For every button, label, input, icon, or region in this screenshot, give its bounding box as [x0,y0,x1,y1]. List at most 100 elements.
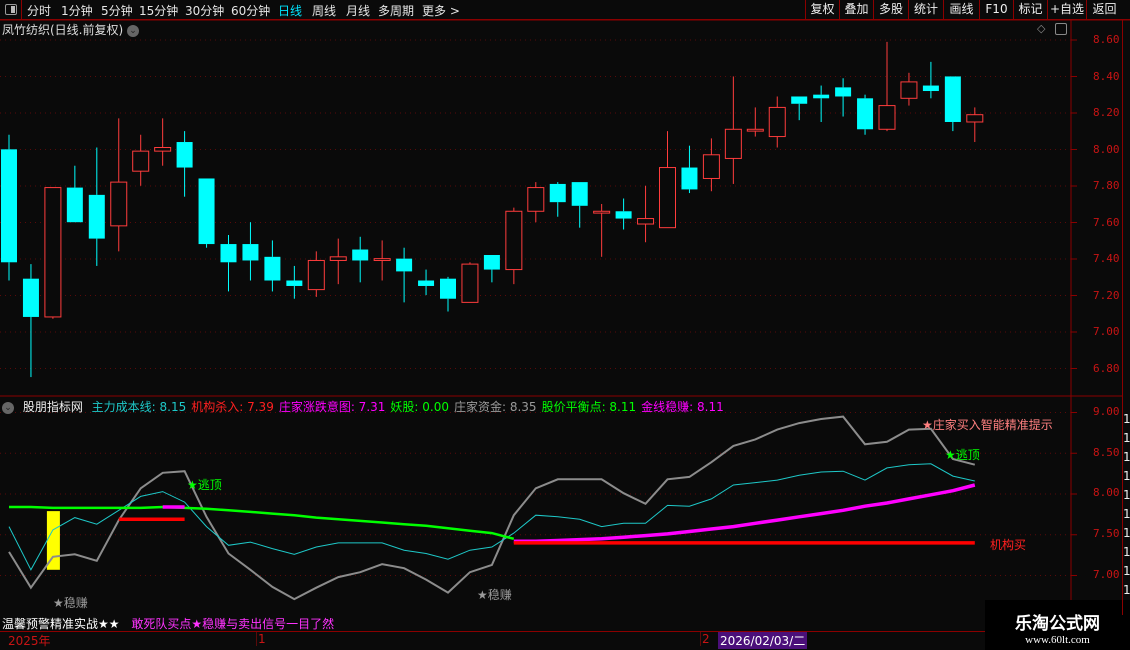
period-tab[interactable]: 周线 [312,4,337,18]
period-tab[interactable]: 60分钟 [231,4,271,18]
indicator-line [513,483,976,544]
toolbar-button[interactable]: +自选 [1047,0,1086,19]
period-tab[interactable]: 更多 > [422,4,460,18]
period-tab[interactable]: 日线 [278,4,303,18]
stock-title: 凤竹纺织(日线.前复权) [2,23,124,37]
candle-body [900,81,918,99]
candle-body [110,181,128,227]
toolbar-button[interactable]: F10 [979,0,1013,19]
indicator-line [8,463,975,571]
signal-taoding: ★逃顶 [187,478,222,492]
candle-body [659,167,676,229]
chevron-down-icon[interactable]: ⌄ [2,401,14,414]
candle-body [768,106,786,138]
price-tick-label: 7.40 [1093,252,1120,265]
candle-body [440,278,456,299]
chevron-down-icon[interactable]: ⌄ [127,24,140,37]
period-tab[interactable]: 1分钟 [61,4,93,18]
strip-char: 1 [1123,488,1130,502]
candle-body [505,210,523,271]
candle-body [878,105,896,130]
period-tab[interactable]: 30分钟 [185,4,225,18]
candle-body [264,256,281,281]
candle-body [198,178,215,245]
strip-char: 1 [1123,412,1130,426]
candle-body [835,87,852,97]
time-axis: 2025年 1 2 2026/02/03/二 [0,631,985,649]
note-1: 温馨预警精准实战★★ [2,617,120,631]
candle-body [66,187,83,223]
candle-body [418,280,435,286]
indicator-name: 股朋指标网 [22,400,83,414]
chart-title: 凤竹纺织(日线.前复权) ⌄ [2,21,140,38]
price-tick-label: 7.20 [1093,288,1120,302]
price-tick-label: 7.00 [1093,325,1120,338]
candle-body [22,278,39,317]
period-tab[interactable]: 分时 [27,4,52,18]
period-tab[interactable]: 多周期 [378,4,415,18]
candle-body [242,244,259,261]
candle-body [352,249,369,261]
strip-char: 1 [1123,564,1130,578]
toolbar-button[interactable]: 复权 [805,0,839,19]
candle-body [813,94,830,99]
indicator-value: 机构杀入: 7.39 [191,400,274,414]
candle-body [922,85,939,92]
period-tab[interactable]: 5分钟 [101,4,133,18]
candle-body [527,187,545,212]
watermark-logo: 乐淘公式网 www.60lt.com [985,600,1130,650]
toolbar-button[interactable]: 叠加 [839,0,873,19]
indicator-tick-label: 8.00 [1093,486,1120,500]
candle-body [571,182,588,206]
candle-body [88,194,105,239]
candle-body [857,98,874,130]
month-label: 2 [700,632,710,646]
indicator-tick-label: 8.50 [1093,445,1120,459]
candle-body [724,128,742,159]
signal-zhuangjia-buy: ★庄家买入智能精准提示 [922,418,1053,432]
toolbar-button[interactable]: 标记 [1013,0,1047,19]
yellow-signal-bar [46,511,60,570]
candle-body [549,183,566,203]
strip-char: 1 [1123,431,1130,445]
year-label: 2025年 [8,634,51,648]
panel-icon [5,4,17,15]
price-tick-label: 8.20 [1093,106,1120,119]
layout-toggle-button[interactable] [0,0,22,19]
candle-body [154,146,172,152]
candle-body [373,258,391,261]
side-info-strip: 1 1 1 1 1 1 1 1 1 1 [1122,20,1130,615]
candle-body [702,154,720,179]
candle-body [329,256,347,261]
strip-char: 1 [1123,469,1130,483]
indicator-line [8,415,976,601]
period-tab[interactable]: 月线 [346,4,371,18]
candle-body [681,167,698,190]
candle-body [220,244,237,263]
strip-char: 1 [1123,450,1130,464]
toolbar-button[interactable]: 返回 [1086,0,1122,19]
candle-body [396,258,413,272]
period-tab[interactable]: 15分钟 [139,4,179,18]
candle-body [615,211,632,219]
candle-body [307,259,325,291]
panel-icon[interactable] [1055,23,1067,35]
price-tick-label: 6.80 [1093,361,1120,375]
toolbar-button[interactable]: 统计 [908,0,943,19]
toolbar-button[interactable]: 画线 [943,0,979,19]
indicator-value: 金线稳赚: 8.11 [641,400,724,414]
signal-wenzhuan: ★稳赚 [53,596,88,610]
indicator-line [9,505,515,541]
indicator-value: 庄家涨跌意图: 7.31 [278,400,386,414]
price-tick-label: 8.60 [1093,33,1120,46]
signal-wenzhuan: ★稳赚 [477,588,512,602]
diamond-icon[interactable]: ◇ [1037,22,1046,35]
price-tick-label: 7.60 [1093,215,1120,229]
signal-jigou-buy: 机构买 [990,538,1027,552]
indicator-tick-label: 7.50 [1093,527,1120,541]
price-tick-label: 8.00 [1093,142,1120,156]
indicator-value: 主力成本线: 8.15 [91,400,187,414]
strip-char: 1 [1123,507,1130,521]
toolbar-button[interactable]: 多股 [873,0,908,19]
watermark-name: 乐淘公式网 [1015,614,1100,634]
